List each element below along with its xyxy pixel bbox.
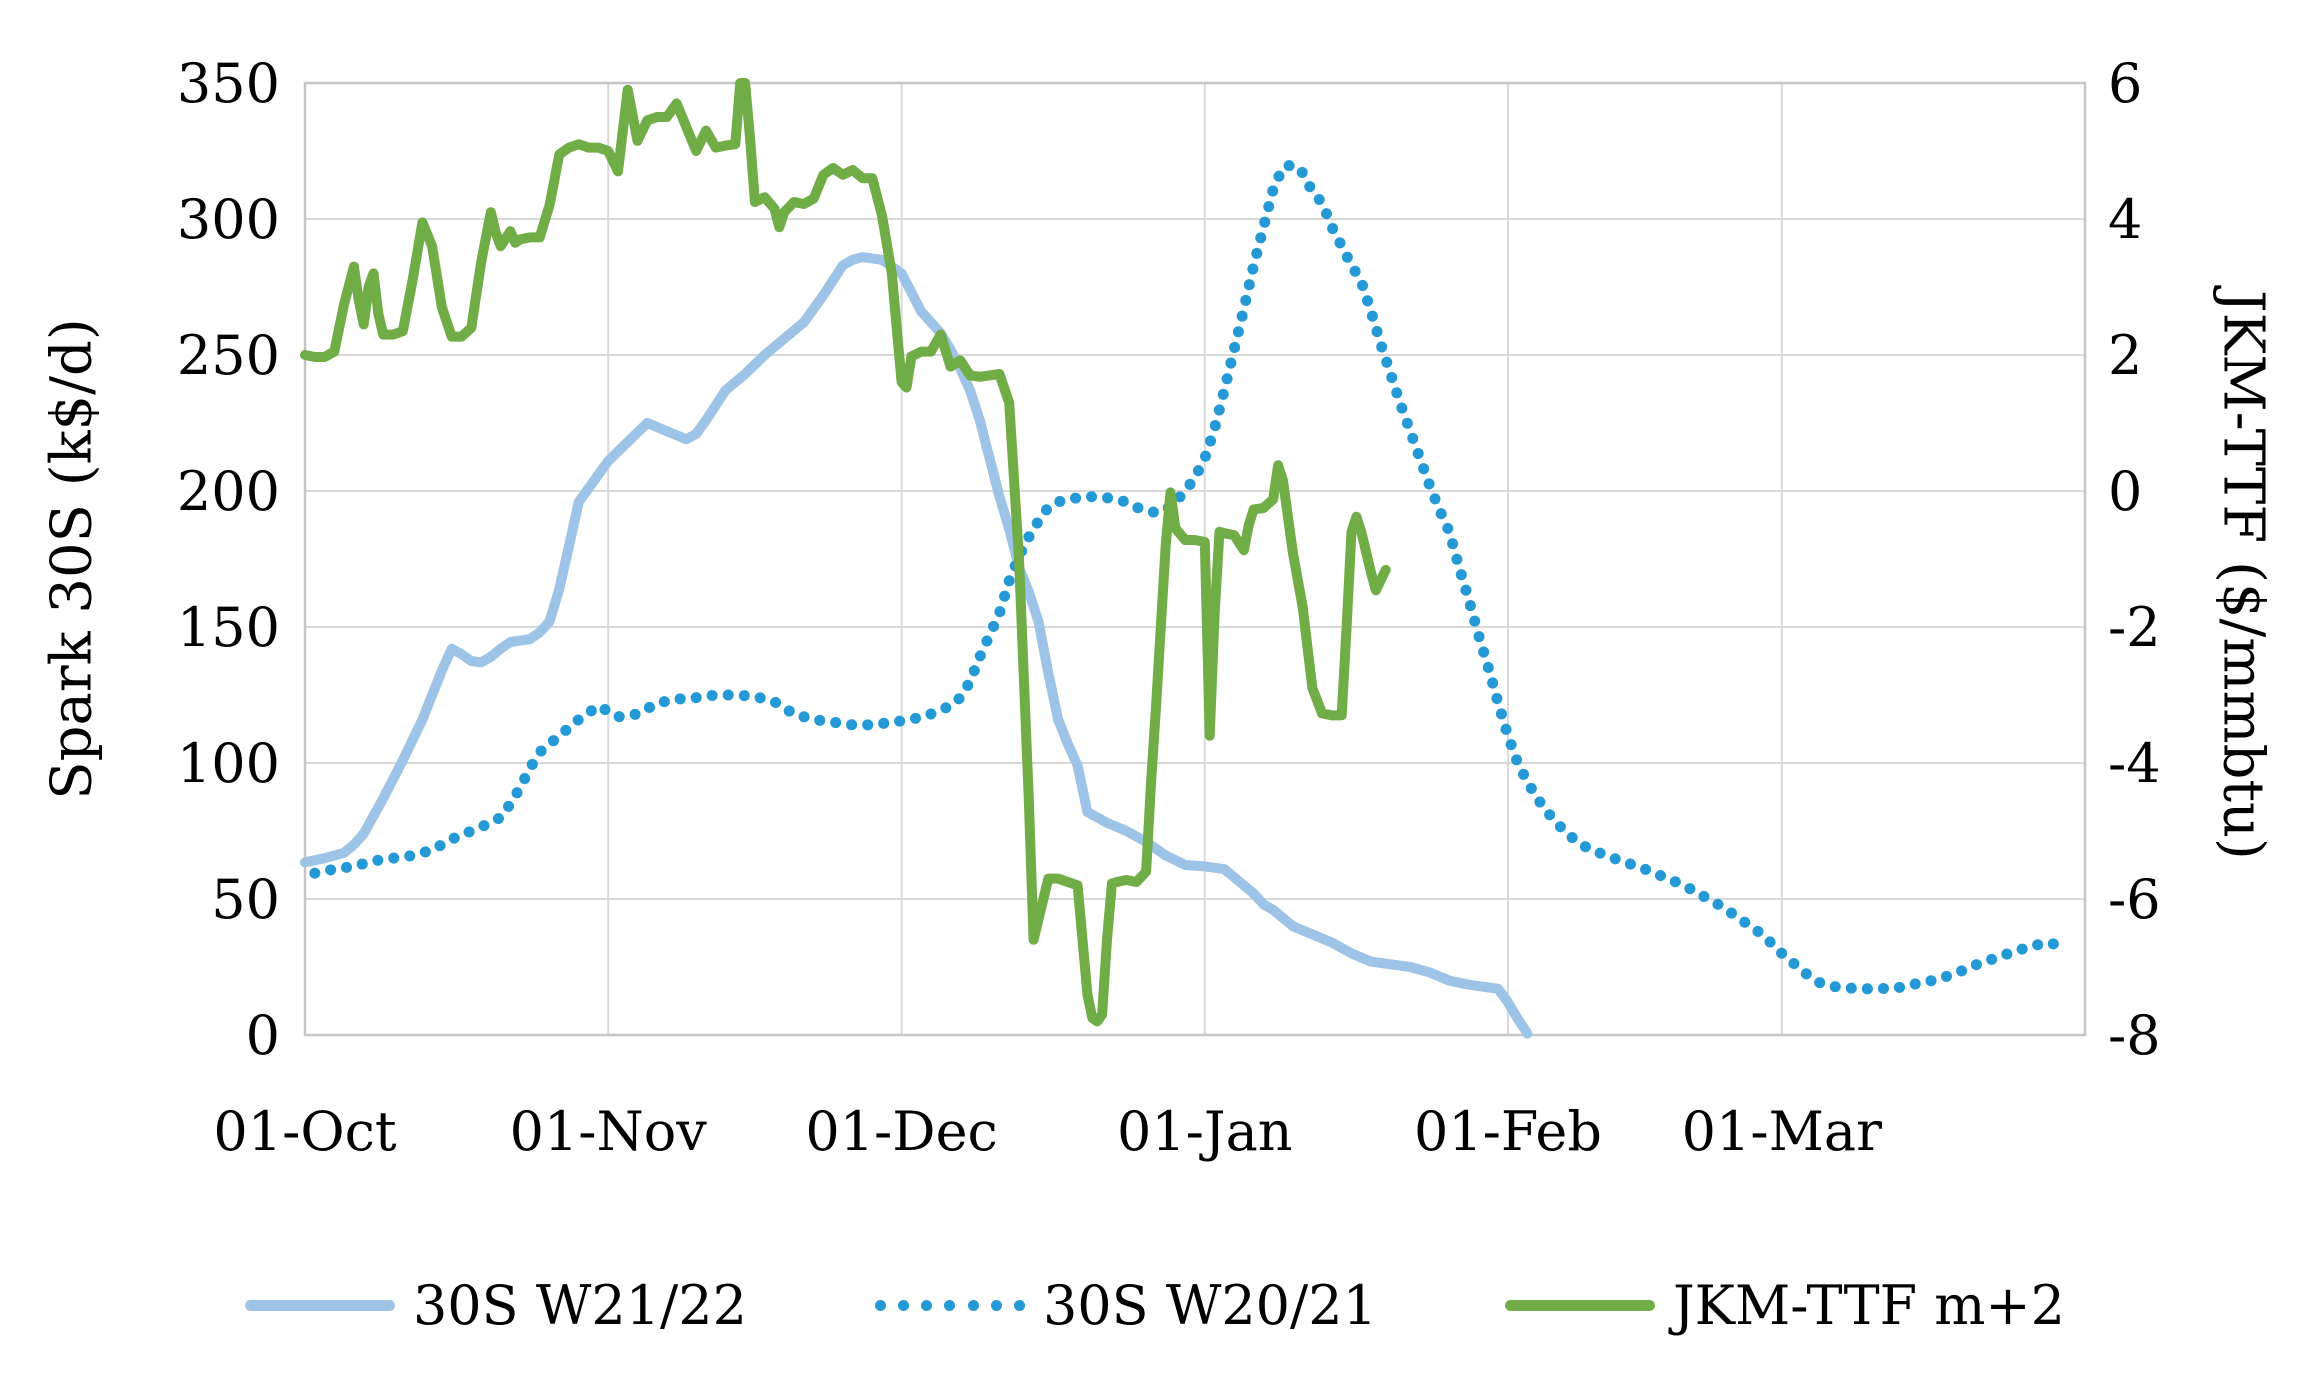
right-axis-title: JKM-TTF ($/mmbtu) (2210, 290, 2276, 860)
right-axis-tick-label: 2 (2108, 324, 2142, 387)
legend-label: 30S W20/21 (1042, 1273, 1377, 1337)
right-axis-tick-label: -2 (2108, 596, 2161, 659)
left-axis-tick-label: 100 (177, 732, 280, 795)
x-axis-tick-label: 01-Nov (510, 1100, 708, 1163)
left-axis-tick-label: 250 (177, 324, 280, 387)
x-axis-tick-label: 01-Mar (1682, 1100, 1882, 1163)
left-axis-tick-label: 200 (177, 460, 280, 523)
right-axis-tick-label: -6 (2108, 868, 2161, 931)
series-line-30s-w20-21 (309, 159, 2066, 995)
legend-label: JKM-TTF m+2 (1672, 1273, 2066, 1337)
left-axis-tick-label: 300 (177, 188, 280, 251)
legend-marker-dotted-line (874, 1299, 1025, 1311)
legend-entry-30s-w2122: 30S W21/22 (244, 1273, 747, 1337)
left-axis-tick-label: 50 (211, 868, 280, 931)
legend-marker-solid-line (244, 1299, 395, 1311)
x-axis-tick-label: 01-Oct (213, 1100, 396, 1163)
x-axis-tick-label: 01-Jan (1117, 1100, 1293, 1163)
legend-entry-30s-w2021: 30S W20/21 (874, 1273, 1377, 1337)
right-axis-tick-label: -4 (2108, 732, 2161, 795)
series-line-30s-w21-22 (300, 252, 1533, 1039)
left-axis-tick-label: 0 (246, 1004, 280, 1067)
right-axis-tick-label: 4 (2108, 188, 2142, 251)
legend-marker-solid-line (1504, 1299, 1655, 1311)
right-axis-tick-label: -8 (2108, 1004, 2161, 1067)
x-axis-tick-label: 01-Dec (805, 1100, 997, 1163)
legend-entry-jkm-ttf: JKM-TTF m+2 (1504, 1273, 2066, 1337)
left-axis-title: Spark 30S (k$/d) (39, 318, 105, 800)
right-axis-tick-label: 0 (2108, 460, 2142, 523)
x-axis-tick-label: 01-Feb (1414, 1100, 1602, 1163)
right-axis-tick-label: 6 (2108, 52, 2142, 115)
plot-border (303, 81, 2087, 1037)
legend-label: 30S W21/22 (412, 1273, 747, 1337)
left-axis-tick-label: 150 (177, 596, 280, 659)
chart-legend: 30S W21/22 30S W20/21 JKM-TTF m+2 (0, 1262, 2310, 1348)
left-axis-tick-label: 350 (177, 52, 280, 115)
series-line-jkm-ttf-m-2 (300, 78, 1391, 1027)
